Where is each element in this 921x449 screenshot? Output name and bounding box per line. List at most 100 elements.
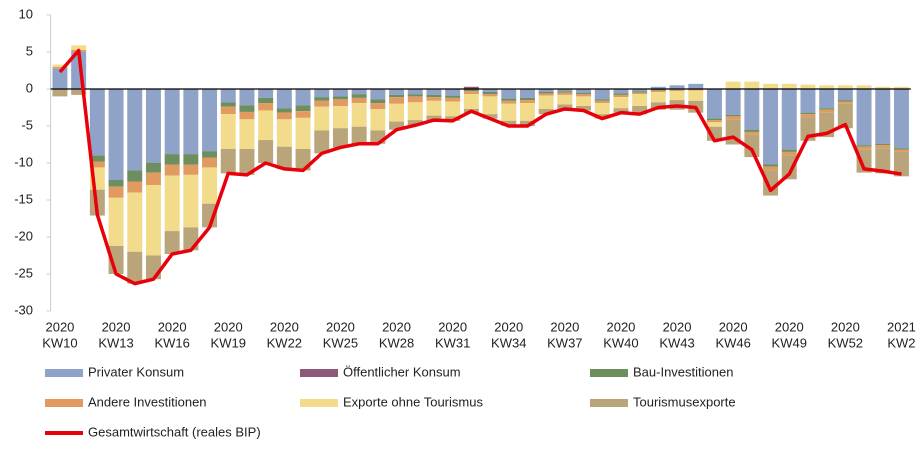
bar-segment [127, 251, 143, 284]
bar-segment [202, 89, 218, 152]
bar-segment [763, 83, 779, 89]
bar-segment [632, 91, 648, 93]
bar-segment [407, 96, 423, 103]
bar-segment [239, 105, 255, 112]
bar-segment [688, 89, 704, 91]
bar-segment [332, 89, 348, 97]
bar-segment [781, 155, 797, 180]
bar-segment [800, 114, 816, 118]
bar-segment [145, 172, 161, 186]
bar-segment [669, 91, 685, 101]
bar-segment [276, 89, 292, 109]
bar-segment [632, 106, 648, 115]
y-tick-label: -5 [21, 117, 33, 132]
bar-segment [744, 129, 760, 132]
bar-segment [332, 96, 348, 100]
bar-segment [389, 94, 405, 98]
bar-segment [389, 121, 405, 130]
bar-segment [426, 89, 442, 95]
bar-segment [893, 149, 909, 152]
bar-segment [893, 151, 909, 177]
bar-segment [351, 126, 367, 144]
bar-segment [763, 166, 779, 171]
bar-segment [220, 89, 236, 103]
line [58, 48, 902, 286]
bar-segment [706, 118, 722, 121]
x-tick-label: 2020 [102, 319, 131, 334]
bar-segment [800, 112, 816, 115]
bar-segment [370, 108, 386, 131]
legend-swatch [590, 399, 628, 407]
y-tick-label: -30 [14, 302, 33, 317]
legend-label: Exporte ohne Tourismus [343, 394, 483, 409]
bar-segment [706, 120, 722, 123]
bar-segment [239, 119, 255, 149]
bar-segment [744, 89, 760, 130]
bar-segment [688, 83, 704, 89]
bar-segment [538, 89, 554, 92]
bar-segment [837, 103, 853, 129]
bar-segment [220, 106, 236, 115]
bar-segment [613, 97, 629, 109]
bar-segment [576, 89, 592, 93]
bar-segment [706, 122, 722, 127]
bar-segment [725, 114, 741, 117]
bar-segment [819, 89, 835, 109]
x-tick-label: 2020 [663, 319, 692, 334]
bar-segment [89, 161, 105, 168]
bar-segment [463, 94, 479, 109]
bar-segment [725, 81, 741, 89]
x-tick-label: 2020 [831, 319, 860, 334]
bar-segment [164, 231, 180, 255]
bar-segment [71, 45, 87, 50]
bar-segment [71, 89, 87, 95]
bar-segment [220, 102, 236, 107]
bar-segment [856, 149, 872, 173]
bar-segment [239, 111, 255, 120]
bar-segment [351, 103, 367, 127]
y-tick-label: 0 [26, 80, 33, 95]
bar-segment [594, 103, 610, 115]
x-tick-label: 2020 [270, 319, 299, 334]
bar-segment [557, 89, 573, 92]
x-tick-label: 2021 [887, 319, 916, 334]
legend-label: Tourismusexporte [633, 394, 736, 409]
bar-segment [501, 98, 517, 101]
bar-segment [164, 164, 180, 176]
bar-segment [258, 97, 274, 104]
x-tick-label: 2020 [45, 319, 74, 334]
bar-segment [650, 90, 666, 92]
bar-segment [183, 164, 199, 175]
bar-segment [108, 197, 124, 246]
bar-segment [837, 100, 853, 102]
bar-segment [650, 86, 666, 89]
bar-segment [314, 100, 330, 107]
bar-segment [781, 83, 797, 89]
bar-segment [482, 96, 498, 115]
bar-segment [52, 89, 68, 97]
bar-segment [295, 117, 311, 149]
bar-segment [856, 85, 872, 89]
bar-segment [875, 145, 891, 149]
x-tick-label: 2020 [214, 319, 243, 334]
bar-segment [258, 89, 274, 98]
bar-segment [127, 170, 143, 182]
y-tick-label: -15 [14, 191, 33, 206]
bar-segment [370, 89, 386, 100]
bar-segment [875, 148, 891, 174]
y-tick-label: 5 [26, 43, 33, 58]
bar-segment [538, 108, 554, 115]
x-tick-label: 2020 [326, 319, 355, 334]
y-tick-label: -20 [14, 228, 33, 243]
bar-segment [669, 85, 685, 89]
x-tick-label: KW16 [154, 335, 189, 350]
x-tick-label: 2020 [775, 319, 804, 334]
bar-segment [276, 112, 292, 120]
bar-segment [557, 104, 573, 109]
bar-segment [164, 89, 180, 155]
bar-segment [445, 97, 461, 102]
bar-segment [763, 89, 779, 165]
bar-segment [519, 103, 535, 121]
bar-segment [89, 155, 105, 162]
bar-segment [314, 89, 330, 98]
